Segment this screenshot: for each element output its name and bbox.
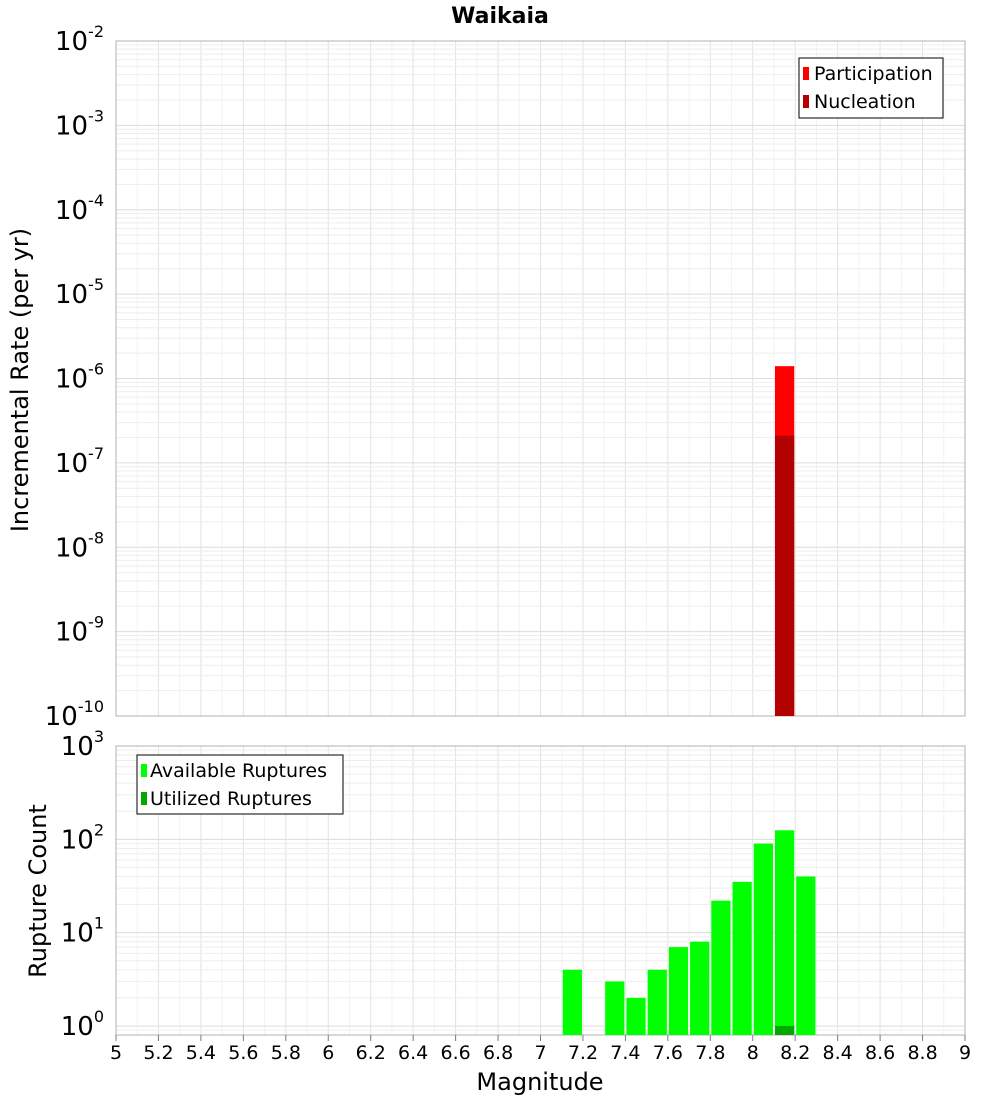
x-tick-label: 6.6 (440, 1042, 470, 1064)
bottom-y-axis-label: Rupture Count (24, 804, 52, 978)
legend-swatch-participation (803, 67, 809, 80)
y-tick-label: 10-10 (45, 697, 104, 732)
bar-rate (774, 435, 795, 716)
top-legend-box (798, 57, 944, 119)
y-tick-label: 10-8 (55, 528, 104, 563)
x-tick-label: 5.4 (186, 1042, 216, 1064)
top-legend: Participation Nucleation (798, 57, 944, 119)
y-tick-label: 10-5 (55, 275, 104, 310)
top-plot-frame (115, 40, 966, 717)
top-grid (115, 41, 966, 717)
bottom-bars (562, 830, 816, 1035)
legend-label-utilized-ruptures: Utilized Ruptures (150, 788, 312, 810)
legend-swatch-available-ruptures (141, 764, 147, 777)
bar-count (668, 947, 689, 1035)
legend-label-available-ruptures: Available Ruptures (150, 760, 327, 782)
top-bars (774, 366, 795, 716)
bar-count (774, 1025, 795, 1035)
chart-title: Waikaia (451, 4, 549, 29)
bottom-y-ticks: 100 101 102 103 (61, 727, 104, 1042)
y-tick-label: 10-7 (55, 444, 104, 479)
x-tick-label: 7 (534, 1042, 546, 1064)
x-tick-label: 9 (959, 1042, 971, 1064)
x-tick-label: 6.8 (483, 1042, 513, 1064)
y-tick-label: 10-4 (55, 191, 104, 226)
x-tick-label: 6.2 (356, 1042, 386, 1064)
bottom-legend: Available Ruptures Utilized Ruptures (136, 754, 344, 815)
top-y-ticks: 10-10 10-9 10-8 10-7 10-6 10-5 10-4 10-3 10-2 (45, 22, 104, 732)
y-tick-label: 100 (61, 1007, 104, 1042)
x-tick-label: 6 (322, 1042, 334, 1064)
bar-count (753, 843, 773, 1035)
bar-count (774, 830, 795, 1035)
y-tick-label: 103 (61, 727, 104, 762)
x-tick-label: 8 (747, 1042, 759, 1064)
x-tick-label: 5 (110, 1042, 122, 1064)
x-tick-label: 8.8 (907, 1042, 937, 1064)
y-tick-label: 10-2 (55, 22, 104, 57)
y-tick-label: 10-3 (55, 106, 104, 141)
x-tick-label: 5.8 (271, 1042, 301, 1064)
y-tick-label: 102 (61, 820, 104, 855)
x-axis-label: Magnitude (476, 1068, 603, 1096)
bottom-legend-box (136, 754, 344, 815)
y-tick-label: 10-6 (55, 360, 104, 395)
x-tick-label: 7.6 (653, 1042, 683, 1064)
x-tick-label: 8.2 (780, 1042, 810, 1064)
bar-count (690, 941, 710, 1035)
bar-count (562, 969, 582, 1035)
bottom-grid (115, 746, 966, 1036)
bar-count (711, 900, 731, 1035)
legend-swatch-nucleation (803, 95, 809, 108)
bar-count (605, 981, 625, 1035)
bar-count (647, 969, 667, 1035)
x-tick-label: 6.4 (398, 1042, 428, 1064)
x-tick-label: 8.4 (823, 1042, 853, 1064)
x-tick-label: 7.2 (568, 1042, 598, 1064)
x-tick-label: 8.6 (865, 1042, 895, 1064)
x-ticks: 5 5.2 5.4 5.6 5.8 6 6.2 6.4 6.6 6.8 7 7.2 7.4 7.6 7.8 8… (110, 1035, 971, 1064)
legend-label-nucleation: Nucleation (814, 91, 916, 113)
x-tick-label: 7.8 (695, 1042, 725, 1064)
y-tick-label: 10-9 (55, 613, 104, 648)
x-tick-label: 5.2 (143, 1042, 173, 1064)
bar-count (732, 881, 752, 1035)
bar-count (796, 876, 816, 1035)
top-y-axis-label: Incremental Rate (per yr) (6, 228, 34, 532)
x-tick-label: 5.6 (228, 1042, 258, 1064)
legend-label-participation: Participation (814, 63, 933, 85)
legend-swatch-utilized-ruptures (141, 792, 147, 805)
y-tick-label: 101 (61, 914, 104, 949)
bar-count (626, 997, 646, 1035)
x-tick-label: 7.4 (610, 1042, 640, 1064)
